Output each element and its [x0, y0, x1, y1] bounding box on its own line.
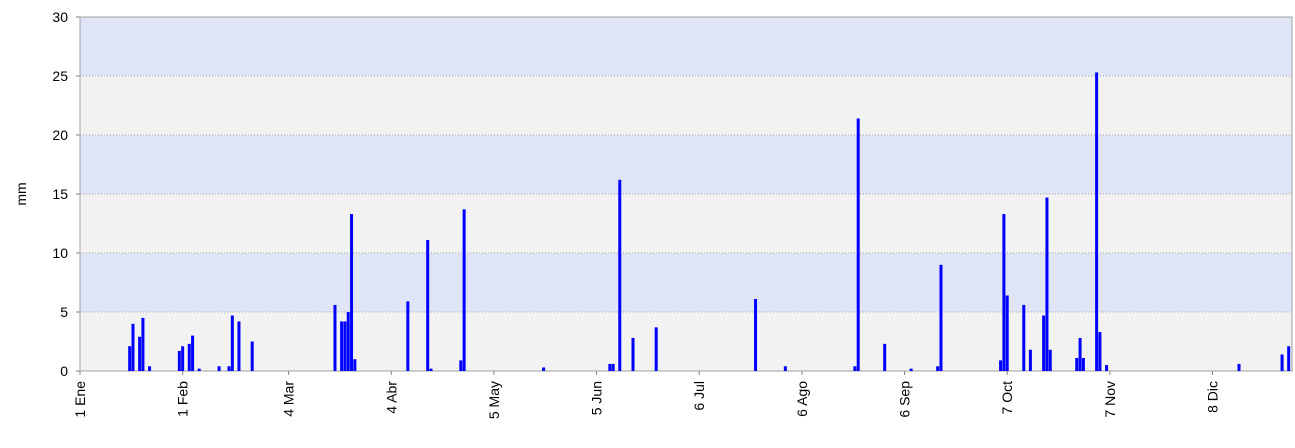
plot-band: [80, 76, 1292, 135]
bar: [353, 359, 357, 371]
bar: [1075, 358, 1079, 371]
y-tick-label: 5: [60, 304, 68, 320]
y-tick-label: 10: [52, 245, 68, 261]
y-tick-label: 20: [52, 127, 68, 143]
x-tick-label: 6 Sep: [897, 381, 913, 418]
bar: [936, 366, 940, 371]
bar: [217, 366, 221, 371]
bar: [1045, 197, 1049, 371]
bar: [1287, 346, 1291, 371]
bar: [939, 264, 943, 371]
bar: [1042, 315, 1046, 371]
bar: [1095, 72, 1099, 372]
bar: [187, 343, 191, 371]
bar: [883, 343, 887, 371]
x-tick-label: 6 Ago: [794, 381, 810, 417]
bar: [1078, 337, 1082, 371]
bar: [343, 321, 347, 371]
bar: [1098, 332, 1102, 371]
bar: [1081, 358, 1085, 371]
plot-band: [80, 312, 1292, 371]
bar: [783, 366, 787, 371]
y-tick-label: 30: [52, 9, 68, 25]
x-tick-label: 5 Jun: [589, 381, 605, 415]
bar: [131, 323, 135, 371]
bar: [1028, 349, 1032, 371]
bar: [148, 366, 152, 371]
x-tick-label: 1 Feb: [175, 381, 191, 417]
x-tick-label: 6 Jul: [691, 381, 707, 411]
bar: [250, 341, 254, 371]
bar: [340, 321, 344, 371]
bar: [138, 336, 142, 371]
plot-band: [80, 253, 1292, 312]
y-tick-label: 25: [52, 68, 68, 84]
x-tick-label: 8 Dic: [1205, 381, 1221, 413]
bar: [333, 304, 337, 371]
bar: [191, 335, 195, 371]
bar: [611, 363, 615, 371]
x-tick-label: 5 May: [486, 381, 502, 419]
bar: [459, 360, 463, 371]
bar: [230, 315, 234, 371]
bar: [350, 214, 354, 371]
bar: [227, 366, 231, 371]
bar: [856, 118, 860, 371]
bar: [631, 337, 635, 371]
bar: [237, 321, 241, 371]
bar: [654, 327, 658, 371]
x-tick-label: 4 Abr: [383, 381, 399, 414]
bar: [754, 299, 758, 371]
bar: [197, 368, 201, 371]
plot-band: [80, 17, 1292, 76]
bar: [462, 209, 466, 371]
bar: [181, 346, 185, 371]
bar: [853, 366, 857, 371]
bar: [406, 301, 410, 371]
y-axis-label: mm: [13, 182, 29, 205]
bar: [909, 368, 913, 371]
bar: [1048, 349, 1052, 371]
y-tick-label: 15: [52, 186, 68, 202]
x-tick-label: 7 Oct: [999, 381, 1015, 415]
y-tick-label: 0: [60, 363, 68, 379]
bar: [128, 346, 132, 371]
bar: [1005, 295, 1009, 371]
x-tick-label: 7 Nov: [1102, 381, 1118, 418]
bar: [1022, 304, 1026, 371]
bar: [429, 368, 433, 371]
bar: [1237, 363, 1241, 371]
bar: [542, 367, 546, 371]
bar: [426, 240, 430, 371]
bar: [177, 350, 181, 371]
bar: [141, 317, 145, 371]
plot-band: [80, 194, 1292, 253]
x-tick-label: 1 Ene: [72, 381, 88, 418]
bar: [999, 360, 1003, 371]
bar: [1280, 354, 1284, 371]
bar: [346, 312, 350, 371]
x-tick-label: 4 Mar: [281, 381, 297, 417]
bar: [608, 363, 612, 371]
bar: [1002, 214, 1006, 371]
bar: [618, 179, 622, 371]
bar: [1105, 365, 1109, 371]
plot-frame: [79, 16, 1293, 372]
plot-band: [80, 135, 1292, 194]
